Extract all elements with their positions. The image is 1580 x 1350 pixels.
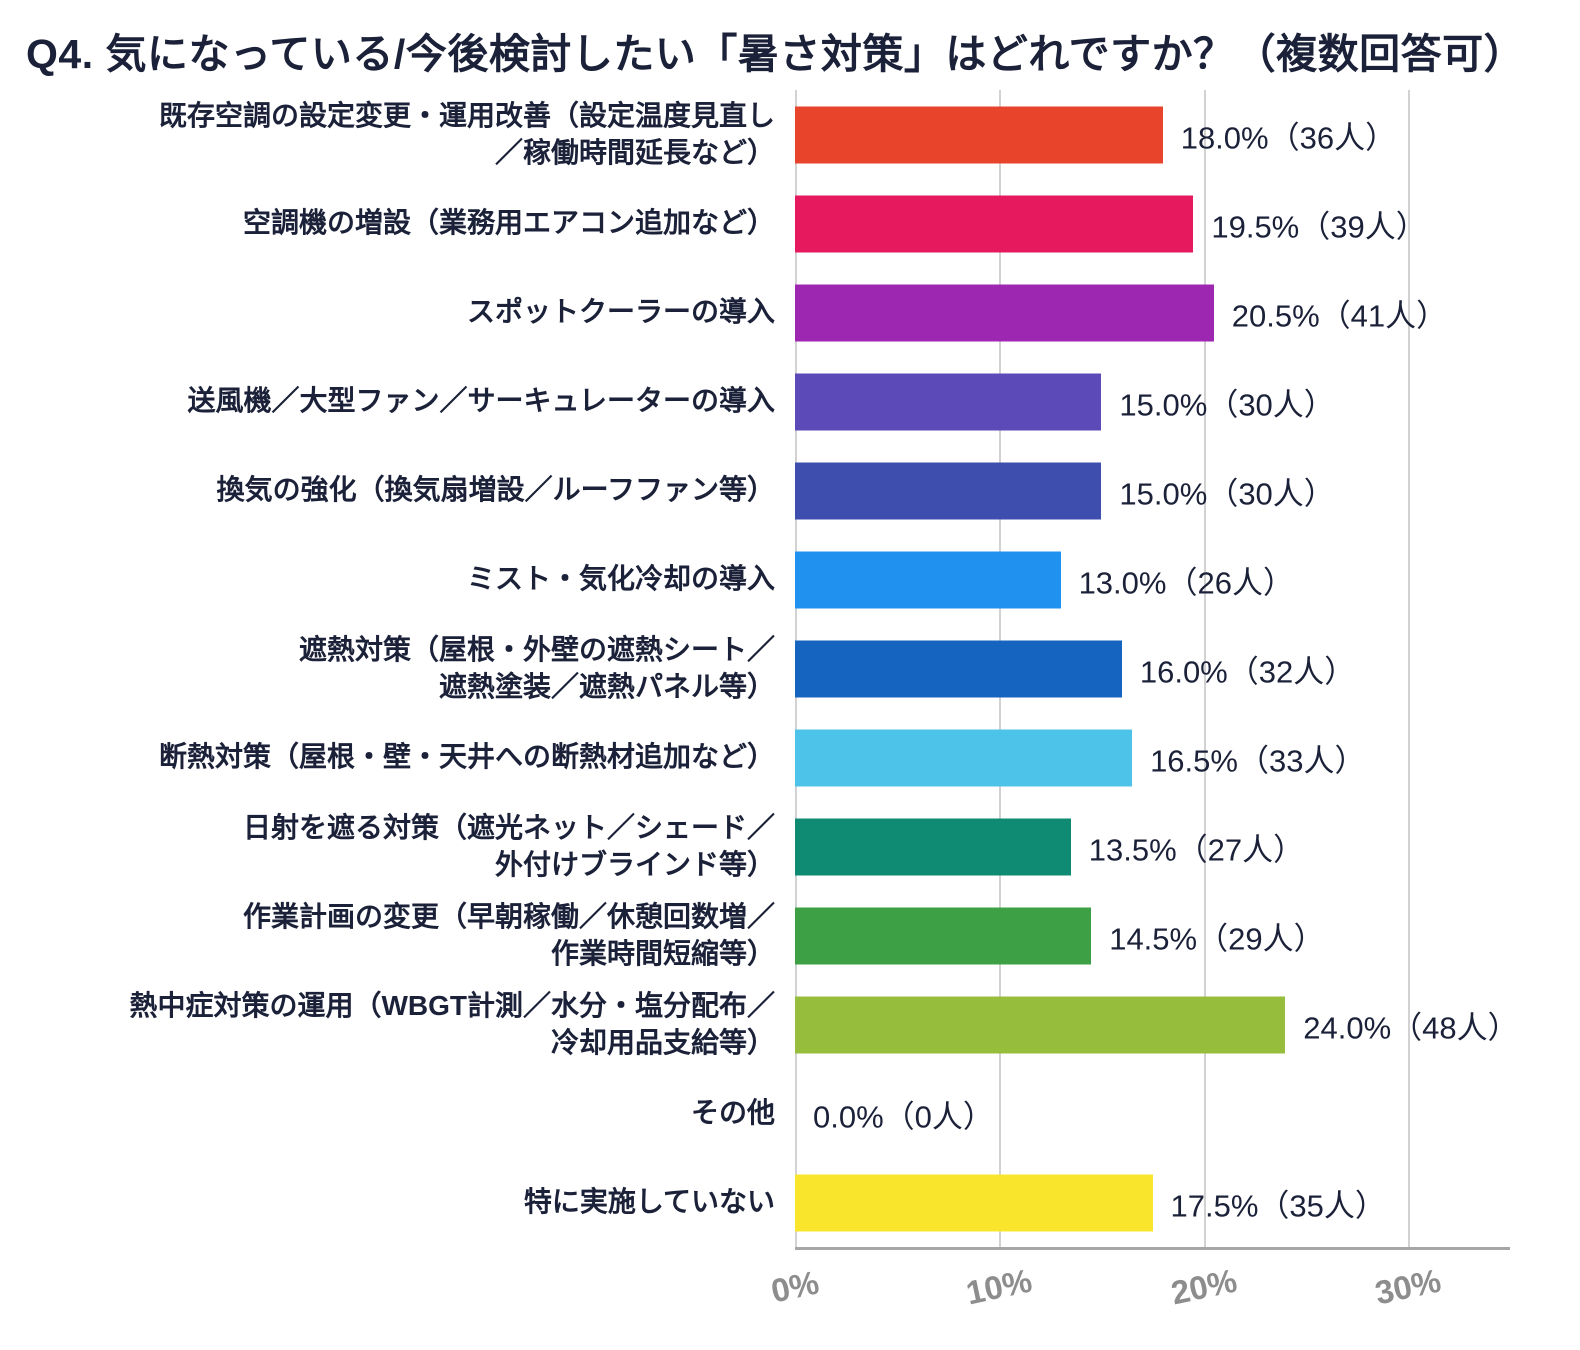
bar xyxy=(795,1174,1153,1231)
x-axis: 0% 10% 20% 30% xyxy=(0,1247,1580,1342)
bar-track: 14.5%（29人） xyxy=(795,891,1510,980)
value-label: 14.5%（29人） xyxy=(1109,921,1325,956)
chart-row: ミスト・気化冷却の導入 13.0%（26人） xyxy=(0,535,1580,624)
bar xyxy=(795,640,1122,697)
bar-track: 16.5%（33人） xyxy=(795,713,1510,802)
value-label: 18.0%（36人） xyxy=(1180,120,1397,155)
bar xyxy=(795,195,1194,252)
bar xyxy=(795,729,1133,786)
value-label: 24.0%（48人） xyxy=(1303,1010,1519,1045)
value-label: 13.0%（26人） xyxy=(1078,565,1294,600)
chart-row: 送風機／大型ファン／サーキュレーターの導入 15.0%（30人） xyxy=(0,357,1580,446)
bar-track: 17.5%（35人） xyxy=(795,1158,1510,1247)
bar-track: 16.0%（32人） xyxy=(795,624,1510,713)
category-label: 熱中症対策の運用（WBGT計測／水分・塩分配布／ 冷却用品支給等） xyxy=(129,990,775,1058)
bar xyxy=(795,106,1163,163)
value-label: 16.5%（33人） xyxy=(1150,743,1366,778)
bar xyxy=(795,284,1214,341)
value-label: 15.0%（30人） xyxy=(1119,476,1335,511)
x-axis-spacer xyxy=(0,1247,795,1342)
bar-track: 0.0%（0人） xyxy=(795,1069,1510,1158)
value-label: 0.0%（0人） xyxy=(813,1099,994,1134)
category-label: ミスト・気化冷却の導入 xyxy=(466,563,775,595)
bar xyxy=(795,373,1102,430)
bar-track: 19.5%（39人） xyxy=(795,179,1510,268)
bar xyxy=(795,551,1061,608)
chart-row: 遮熱対策（屋根・外壁の遮熱シート／ 遮熱塗装／遮熱パネル等） 16.0%（32人） xyxy=(0,624,1580,713)
bar-track: 20.5%（41人） xyxy=(795,268,1510,357)
value-label: 17.5%（35人） xyxy=(1170,1188,1386,1223)
bar-track: 13.0%（26人） xyxy=(795,535,1510,624)
bar xyxy=(795,996,1286,1053)
chart-title: Q4. 気になっている/今後検討したい「暑さ対策」はどれですか？（複数回答可） xyxy=(26,31,1526,77)
category-label: 特に実施していない xyxy=(523,1186,775,1218)
chart-row: 作業計画の変更（早朝稼働／休憩回数増／ 作業時間短縮等） 14.5%（29人） xyxy=(0,891,1580,980)
value-label: 15.0%（30人） xyxy=(1119,387,1335,422)
category-label: スポットクーラーの導入 xyxy=(466,296,775,328)
bar-chart: 既存空調の設定変更・運用改善（設定温度見直し ／稼働時間延長など） 18.0%（3… xyxy=(0,90,1580,1342)
category-label: その他 xyxy=(690,1097,775,1129)
bar xyxy=(795,907,1092,964)
category-label: 送風機／大型ファン／サーキュレーターの導入 xyxy=(187,385,775,417)
value-label: 20.5%（41人） xyxy=(1231,298,1448,333)
category-label: 換気の強化（換気扇増設／ルーフファン等） xyxy=(216,474,775,506)
chart-row: 換気の強化（換気扇増設／ルーフファン等） 15.0%（30人） xyxy=(0,446,1580,535)
category-label: 既存空調の設定変更・運用改善（設定温度見直し ／稼働時間延長など） xyxy=(158,100,775,168)
chart-row: 熱中症対策の運用（WBGT計測／水分・塩分配布／ 冷却用品支給等） 24.0%（4… xyxy=(0,980,1580,1069)
chart-row: 既存空調の設定変更・運用改善（設定温度見直し ／稼働時間延長など） 18.0%（3… xyxy=(0,90,1580,179)
value-label: 13.5%（27人） xyxy=(1088,832,1305,867)
x-tick-label: 0% xyxy=(767,1263,823,1310)
x-axis-line: 0% 10% 20% 30% xyxy=(768,1247,1510,1342)
bar xyxy=(795,462,1102,519)
bar-track: 15.0%（30人） xyxy=(795,446,1510,535)
chart-row: 空調機の増設（業務用エアコン追加など） 19.5%（39人） xyxy=(0,179,1580,268)
x-tick-label: 20% xyxy=(1167,1261,1240,1312)
x-tick-label: 30% xyxy=(1371,1261,1444,1312)
chart-row: 断熱対策（屋根・壁・天井への断熱材追加など） 16.5%（33人） xyxy=(0,713,1580,802)
bar-track: 18.0%（36人） xyxy=(795,90,1510,179)
category-label: 日射を遮る対策（遮光ネット／シェード／ 外付けブラインド等） xyxy=(242,812,775,880)
bar-track: 13.5%（27人） xyxy=(795,802,1510,891)
bar-track: 24.0%（48人） xyxy=(795,980,1519,1069)
category-label: 作業計画の変更（早朝稼働／休憩回数増／ 作業時間短縮等） xyxy=(242,901,775,969)
bar-track: 15.0%（30人） xyxy=(795,357,1510,446)
category-label: 断熱対策（屋根・壁・天井への断熱材追加など） xyxy=(158,741,775,773)
bar xyxy=(795,818,1071,875)
chart-row: その他 0.0%（0人） xyxy=(0,1069,1580,1158)
chart-row: 特に実施していない 17.5%（35人） xyxy=(0,1158,1580,1247)
chart-row: 日射を遮る対策（遮光ネット／シェード／ 外付けブラインド等） 13.5%（27人） xyxy=(0,802,1580,891)
value-label: 16.0%（32人） xyxy=(1139,654,1356,689)
value-label: 19.5%（39人） xyxy=(1211,209,1427,244)
chart-rows: 既存空調の設定変更・運用改善（設定温度見直し ／稼働時間延長など） 18.0%（3… xyxy=(0,90,1580,1247)
chart-row: スポットクーラーの導入 20.5%（41人） xyxy=(0,268,1580,357)
category-label: 遮熱対策（屋根・外壁の遮熱シート／ 遮熱塗装／遮熱パネル等） xyxy=(298,634,775,702)
x-tick-label: 10% xyxy=(963,1261,1036,1312)
category-label: 空調機の増設（業務用エアコン追加など） xyxy=(242,207,775,239)
